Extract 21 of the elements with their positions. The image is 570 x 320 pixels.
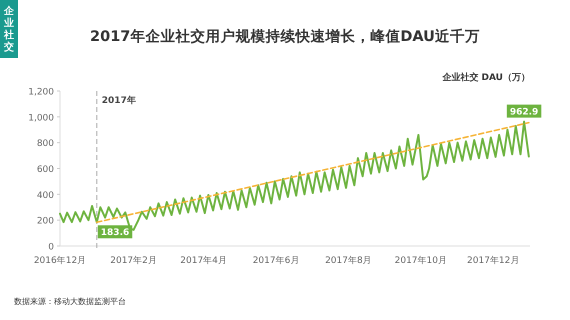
y-tick-label: 800 — [36, 139, 54, 150]
x-tick-label: 2017年10月 — [394, 255, 447, 266]
annotation: 183.6 — [100, 228, 130, 238]
y-tick-label: 200 — [36, 216, 54, 227]
x-tick-label: 2017年8月 — [325, 255, 372, 266]
x-tick-label: 2017年4月 — [180, 255, 227, 266]
text: 企业社交 — [3, 5, 15, 53]
x-tick-label: 2017年6月 — [252, 255, 300, 266]
y-tick-label: 1,000 — [28, 113, 54, 124]
y-tick-label: 600 — [36, 165, 54, 175]
x-tick-label: 2017年12月 — [467, 255, 520, 266]
ref-line-label: 2017年 — [102, 95, 136, 106]
y-tick-label: 1,200 — [28, 88, 54, 98]
chart-title: 2017年企业社交用户规模持续快速增长，峰值DAU近千万 — [90, 27, 480, 45]
source-note: 数据来源：移动大数据监测平台 — [14, 297, 126, 306]
y-tick-label: 0 — [48, 242, 54, 252]
annotation: 962.9 — [510, 107, 538, 118]
x-tick-label: 2017年2月 — [110, 255, 157, 266]
x-tick-label: 2016年12月 — [34, 255, 86, 266]
y-tick-label: 400 — [36, 190, 54, 201]
y-axis-title: 企业社交 DAU（万） — [441, 72, 530, 83]
